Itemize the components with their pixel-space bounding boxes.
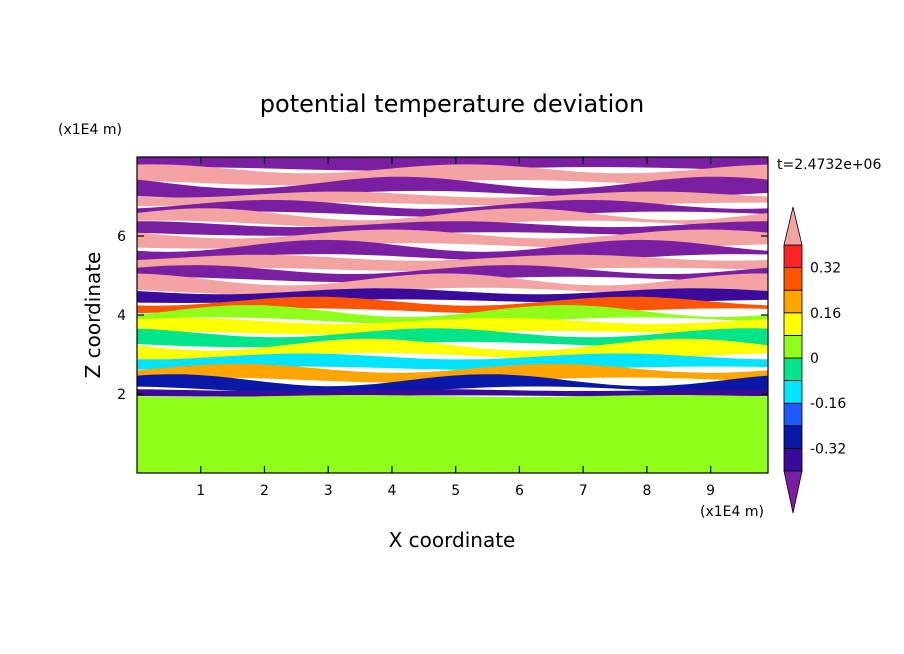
colorbar: -0.32 -0.16 0 0.16 0.32 [783,206,846,514]
colorbar-under-arrow [783,470,803,514]
heatmap-band [137,328,768,348]
y-axis-label: Z coordinate [81,252,105,379]
chart-title: potential temperature deviation [260,90,644,118]
y-unit-label: (x1E4 m) [58,122,122,138]
colorbar-swatch [783,380,803,404]
heatmap-band [137,389,768,397]
heatmap-band [137,254,768,272]
x-tick-label: 9 [706,483,715,499]
y-axis: 2 4 6 [117,229,768,403]
x-tick-label: 6 [515,483,524,499]
colorbar-tick-label: 0.16 [810,306,841,322]
heatmap-band [137,353,768,371]
heatmap-field [137,157,768,473]
x-tick-label: 3 [324,483,333,499]
time-label: t=2.4732e+06 [777,157,881,173]
colorbar-swatch [783,267,803,291]
colorbar-tick-label: -0.32 [810,441,846,457]
heatmap-band [137,395,768,473]
colorbar-tick-label: 0.32 [810,261,841,277]
x-axis: 1 2 3 4 5 6 7 8 9 [196,157,715,499]
heatmap-band [137,273,768,295]
colorbar-swatch [783,402,803,427]
x-tick-label: 1 [196,483,205,499]
heatmap-band [137,208,768,228]
colorbar-swatch [783,312,803,336]
x-tick-label: 4 [387,483,396,499]
heatmap-band [137,317,768,335]
heatmap-band [137,363,768,383]
heatmap-band [137,199,768,217]
x-tick-label: 8 [642,483,651,499]
x-tick-label: 2 [260,483,269,499]
y-tick-label: 6 [117,229,126,245]
x-unit-label: (x1E4 m) [700,504,764,520]
colorbar-swatch [783,244,803,269]
x-axis-label: X coordinate [389,528,516,552]
colorbar-tick-label: -0.16 [810,396,846,412]
y-tick-label: 2 [117,387,126,403]
x-tick-label: 5 [451,483,460,499]
colorbar-over-arrow [783,206,803,246]
heatmap-band [137,374,768,394]
colorbar-swatch [783,334,803,359]
heatmap-band [137,164,768,186]
colorbar-swatch [783,425,803,449]
colorbar-swatch [783,447,803,472]
y-tick-label: 4 [117,308,126,324]
heatmap-band [137,305,768,325]
heatmap-band [137,221,768,236]
heatmap-band [137,157,768,171]
colorbar-swatch [783,357,803,382]
colorbar-swatch [783,289,803,314]
colorbar-tick-label: 0 [810,351,819,367]
x-tick-label: 7 [579,483,588,499]
